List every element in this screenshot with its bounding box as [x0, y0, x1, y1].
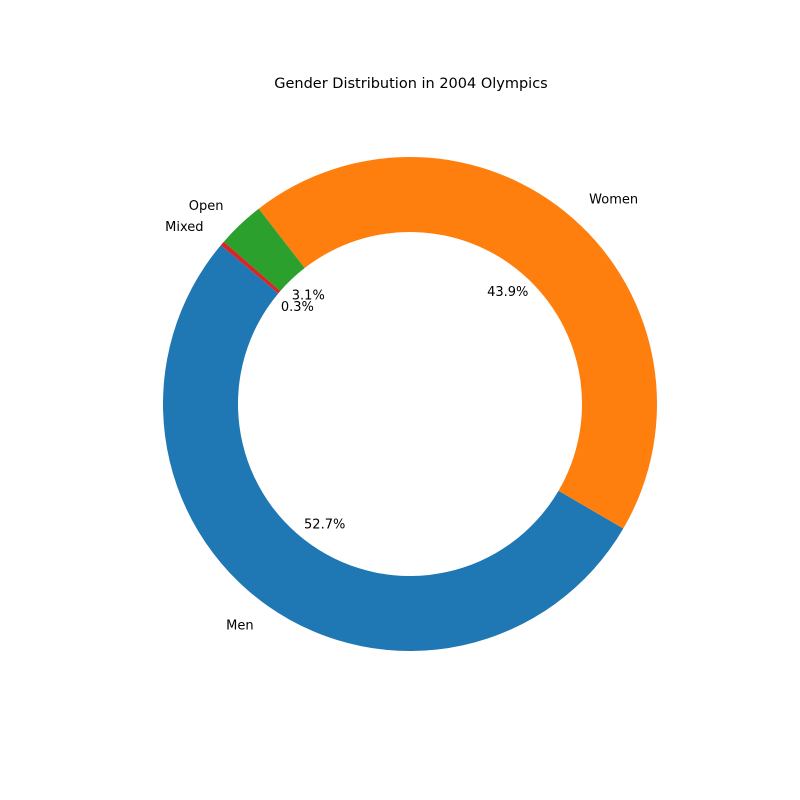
percent-label-mixed: 0.3%	[281, 300, 314, 315]
percent-label-women: 43.9%	[487, 285, 528, 300]
percent-label-men: 52.7%	[304, 518, 345, 533]
category-label-open: Open	[189, 199, 224, 214]
slice-women	[258, 156, 658, 529]
percent-label-open: 3.1%	[292, 289, 325, 304]
slice-open	[223, 208, 305, 291]
slice-men	[163, 245, 624, 651]
slice-mixed	[220, 241, 281, 294]
category-label-men: Men	[226, 619, 253, 634]
donut-slices	[163, 156, 658, 651]
slice-labels: Men 52.7% Women 43.9% Open 3.1% Mixed 0.3%	[165, 192, 638, 633]
category-label-mixed: Mixed	[165, 220, 203, 235]
category-label-women: Women	[589, 192, 638, 207]
chart-title: Gender Distribution in 2004 Olympics	[274, 76, 548, 92]
